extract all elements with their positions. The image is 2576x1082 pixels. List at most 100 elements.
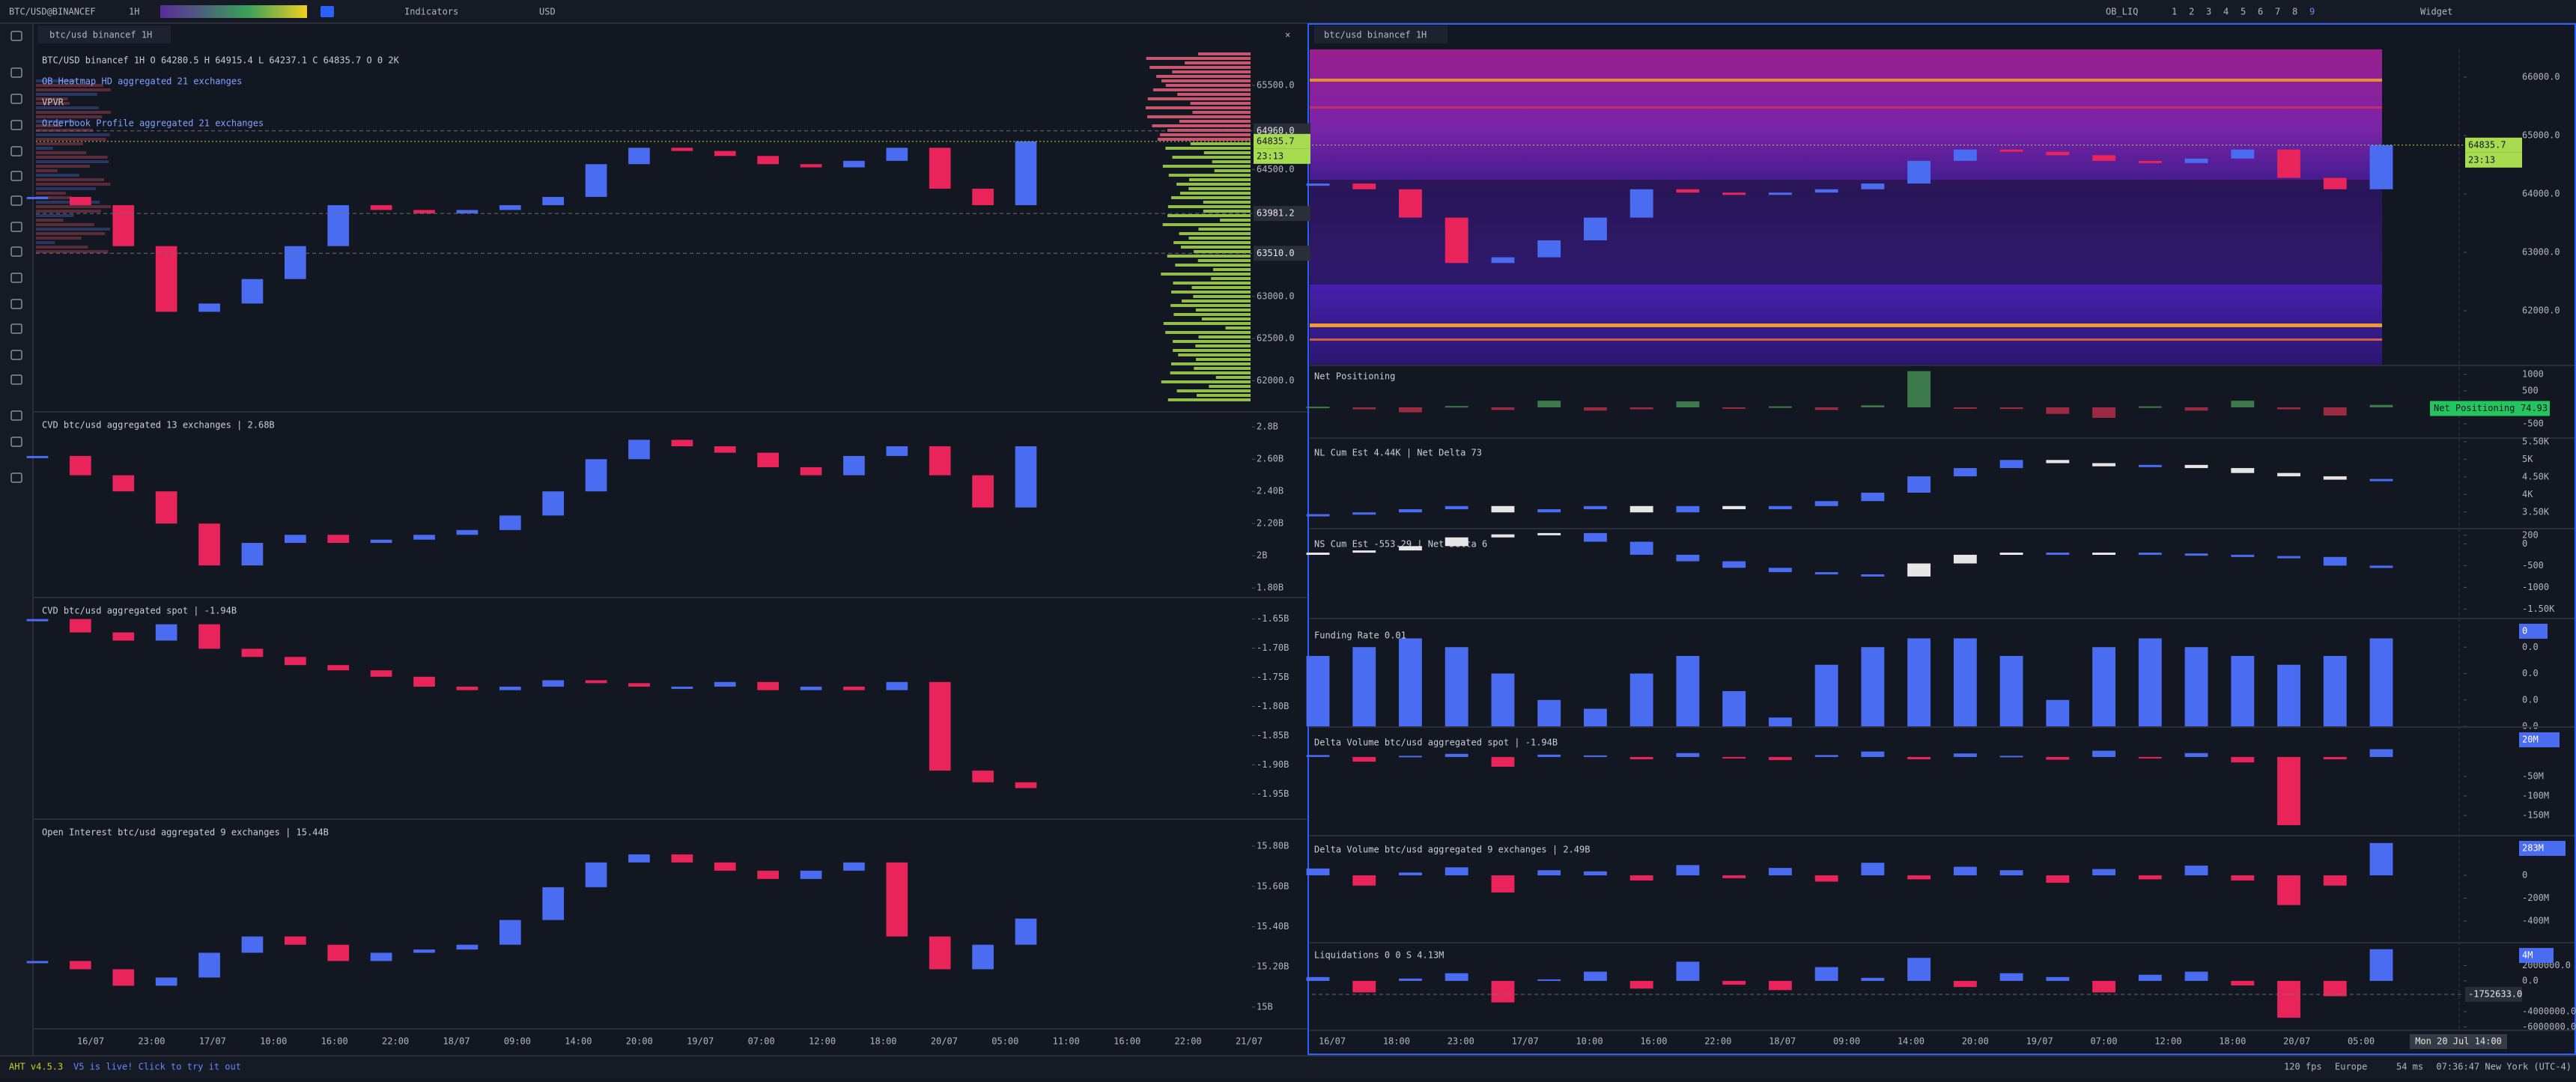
candle bbox=[628, 683, 650, 687]
layout-button[interactable]: 1 bbox=[2172, 7, 2177, 17]
tab-label[interactable]: btc/usd binancef 1H bbox=[1324, 30, 1427, 40]
orderbook-bar bbox=[1167, 205, 1251, 208]
orderbook-bar bbox=[1146, 115, 1251, 118]
tab[interactable] bbox=[37, 25, 171, 43]
close-pane[interactable]: × bbox=[1285, 30, 1290, 40]
bar bbox=[1584, 871, 1607, 876]
candle bbox=[2092, 553, 2115, 555]
tool-icon[interactable] bbox=[10, 67, 22, 78]
x-tick-label: 12:00 bbox=[2154, 1036, 2181, 1047]
y-tick-label: 65500.0 bbox=[1257, 79, 1295, 90]
price-marker-label: 63981.2 bbox=[1257, 208, 1295, 219]
orderbook-bar bbox=[1163, 322, 1251, 325]
tool-icon[interactable] bbox=[10, 323, 22, 334]
widget-button[interactable]: Widget bbox=[2420, 7, 2452, 17]
candle bbox=[413, 210, 435, 213]
tool-icon[interactable] bbox=[10, 195, 22, 206]
layout-button[interactable]: 8 bbox=[2292, 7, 2297, 17]
tool-icon[interactable] bbox=[10, 350, 22, 360]
candle bbox=[2184, 464, 2208, 469]
layout-button[interactable]: 3 bbox=[2206, 7, 2211, 17]
vpvr-bar bbox=[36, 133, 110, 136]
orderbook-bar bbox=[1167, 255, 1251, 258]
layout-button[interactable]: 4 bbox=[2223, 7, 2229, 17]
bar bbox=[1537, 401, 1561, 407]
tool-icon[interactable] bbox=[10, 120, 22, 130]
version: AHT v4.5.3 bbox=[9, 1062, 63, 1072]
orderbook-bar bbox=[1176, 389, 1251, 392]
badge-title: Net Positioning bbox=[2434, 403, 2515, 413]
layout-button[interactable]: 6 bbox=[2258, 7, 2263, 17]
candle bbox=[714, 151, 736, 156]
indicators-button[interactable]: Indicators bbox=[404, 7, 458, 17]
layout-button[interactable]: 2 bbox=[2189, 7, 2194, 17]
panel-title: Funding Rate 0.01 bbox=[1314, 630, 1406, 641]
y-tick-label: 0.0 bbox=[2522, 694, 2539, 705]
x-tick-label: 10:00 bbox=[1576, 1036, 1603, 1047]
layout-button[interactable]: 5 bbox=[2241, 7, 2246, 17]
y-tick-label: 500 bbox=[2522, 386, 2539, 396]
candle bbox=[241, 936, 264, 953]
x-tick-label: 20/07 bbox=[2283, 1036, 2310, 1047]
candle bbox=[155, 491, 177, 524]
bar bbox=[1907, 756, 1931, 760]
layout-button[interactable]: 7 bbox=[2275, 7, 2280, 17]
candle bbox=[413, 535, 435, 540]
candle bbox=[1999, 149, 2023, 152]
vpvr-bar bbox=[36, 241, 55, 244]
candle bbox=[1907, 563, 1931, 577]
bar bbox=[2092, 869, 2115, 876]
tool-icon[interactable] bbox=[10, 146, 22, 156]
region-select[interactable]: Europe bbox=[2335, 1062, 2367, 1072]
tool-icon[interactable] bbox=[10, 171, 22, 181]
vpvr-bar bbox=[36, 178, 105, 181]
bar bbox=[1629, 673, 1653, 726]
candle bbox=[628, 854, 650, 863]
bar bbox=[1768, 406, 1792, 408]
tool-icon[interactable] bbox=[10, 437, 22, 447]
bar bbox=[1999, 756, 2023, 758]
timeframe[interactable]: 1H bbox=[129, 7, 139, 17]
tool-icon[interactable] bbox=[10, 222, 22, 232]
bar bbox=[2046, 875, 2070, 883]
tool-icon[interactable] bbox=[10, 273, 22, 283]
bar bbox=[2046, 976, 2070, 981]
x-tick-label: 14:00 bbox=[565, 1036, 592, 1047]
candle bbox=[1722, 561, 1746, 568]
workspace-select[interactable]: OB_LIQ bbox=[2106, 7, 2138, 17]
tool-icon[interactable] bbox=[10, 374, 22, 385]
currency-button[interactable]: USD bbox=[539, 7, 556, 17]
tab[interactable] bbox=[1314, 25, 1448, 43]
candle bbox=[1907, 160, 1931, 184]
orderbook-bar bbox=[1209, 385, 1251, 388]
x-tick-label: 16:00 bbox=[321, 1036, 348, 1047]
orderbook-bar bbox=[1162, 165, 1251, 168]
candle bbox=[843, 687, 865, 690]
announcement[interactable]: V5 is live! Click to try it out bbox=[73, 1062, 241, 1072]
bar bbox=[1722, 407, 1746, 409]
candle bbox=[929, 148, 951, 189]
candle bbox=[155, 977, 177, 986]
bar bbox=[1306, 407, 1330, 409]
bar bbox=[1861, 977, 1885, 981]
candle bbox=[1953, 554, 1977, 564]
chart-type-button[interactable] bbox=[321, 6, 334, 17]
y-tick-label: -400M bbox=[2522, 916, 2549, 926]
latency: 54 ms bbox=[2396, 1062, 2423, 1072]
orderbook-bar bbox=[1195, 344, 1251, 347]
tool-icon[interactable] bbox=[10, 299, 22, 309]
tool-icon[interactable] bbox=[10, 410, 22, 421]
bar bbox=[1953, 407, 1977, 409]
candle bbox=[155, 246, 177, 312]
candle bbox=[542, 491, 565, 516]
tab-label[interactable]: btc/usd binancef 1H bbox=[49, 30, 152, 40]
symbol-select[interactable]: BTC/USD@BINANCEF bbox=[9, 7, 96, 17]
heatmap-gradient[interactable] bbox=[160, 5, 307, 18]
tool-icon[interactable] bbox=[10, 31, 22, 41]
tool-icon[interactable] bbox=[10, 472, 22, 483]
layout-button[interactable]: 9 bbox=[2309, 7, 2315, 17]
x-tick-label: 22:00 bbox=[1175, 1036, 1202, 1047]
tool-icon[interactable] bbox=[10, 246, 22, 257]
bar bbox=[1352, 980, 1376, 993]
tool-icon[interactable] bbox=[10, 94, 22, 104]
